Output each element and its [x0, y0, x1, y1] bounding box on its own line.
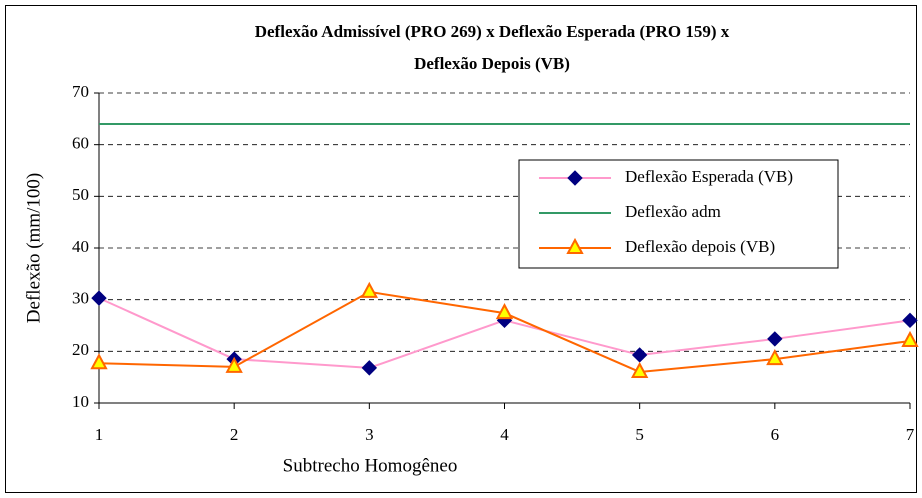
- data-point: [495, 302, 514, 320]
- x-tick-label: 1: [95, 425, 104, 444]
- y-axis-label: Deflexão (mm/100): [23, 173, 44, 323]
- y-tick-label: 50: [72, 185, 89, 204]
- x-tick-label: 3: [365, 425, 374, 444]
- y-tick-label: 70: [72, 82, 89, 101]
- data-point: [91, 290, 107, 306]
- data-point: [225, 356, 243, 373]
- data-point: [630, 361, 649, 378]
- x-tick-label: 4: [500, 425, 509, 444]
- x-tick-label: 7: [906, 425, 915, 444]
- chart-title: Deflexão Depois (VB): [414, 54, 570, 73]
- x-axis-label: Subtrecho Homogêneo: [283, 455, 458, 476]
- x-tick-label: 2: [230, 425, 239, 444]
- y-tick-label: 10: [72, 392, 89, 411]
- y-tick-label: 30: [72, 289, 89, 308]
- data-point: [766, 348, 784, 366]
- data-point: [767, 331, 783, 347]
- y-tick-label: 60: [72, 134, 89, 153]
- data-point: [361, 360, 378, 376]
- legend-marker: [567, 170, 583, 186]
- x-tick-label: 6: [771, 425, 780, 444]
- data-point: [901, 330, 919, 347]
- x-tick-label: 5: [635, 425, 644, 444]
- legend-label: Deflexão adm: [625, 202, 721, 221]
- data-point: [902, 312, 918, 329]
- data-point: [360, 281, 379, 298]
- legend-label: Deflexão depois (VB): [625, 237, 775, 256]
- legend-marker: [566, 237, 584, 254]
- legend-label: Deflexão Esperada (VB): [625, 167, 793, 186]
- y-tick-label: 40: [72, 237, 89, 256]
- y-tick-label: 20: [72, 340, 89, 359]
- data-point: [90, 353, 108, 370]
- chart-title: Deflexão Admissível (PRO 269) x Deflexão…: [255, 22, 730, 41]
